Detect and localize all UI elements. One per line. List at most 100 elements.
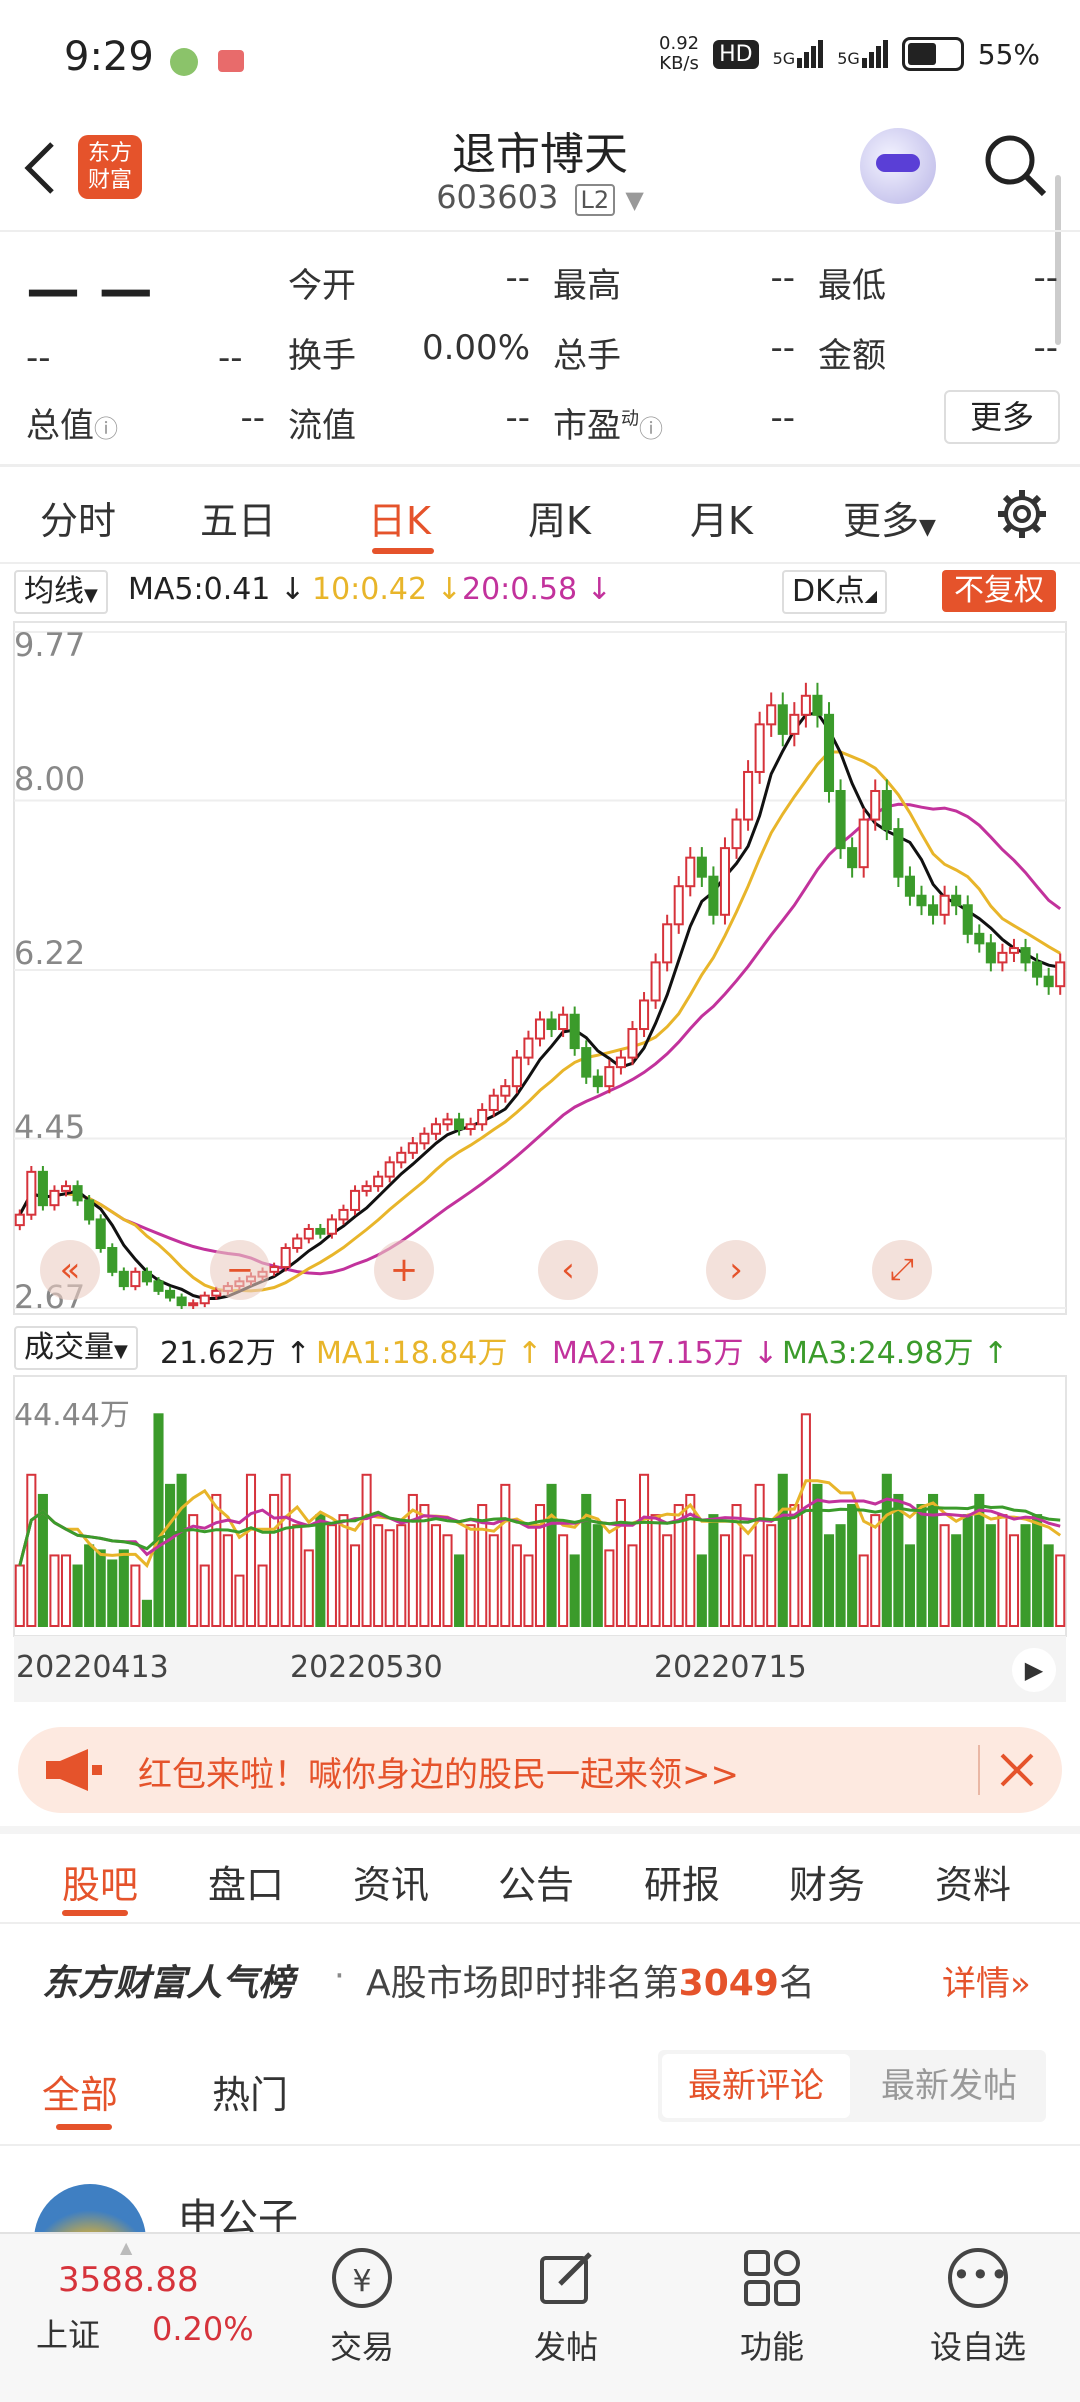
arrow-down-icon: ↓ <box>577 572 612 607</box>
volume-bar <box>349 1544 361 1627</box>
candle <box>546 1018 557 1031</box>
tab-monthly-k[interactable]: 月K <box>690 499 753 543</box>
tab-pankou[interactable]: 盘口 <box>208 1863 285 1907</box>
logo-line1: 东方 <box>87 141 132 166</box>
candle <box>407 1142 418 1154</box>
no-adjust-button[interactable]: 不复权 <box>942 570 1056 612</box>
tab-finance[interactable]: 财务 <box>789 1863 866 1907</box>
close-icon[interactable] <box>996 1749 1038 1791</box>
volume-bar <box>315 1514 326 1628</box>
tab-weekly-k[interactable]: 周K <box>528 499 591 543</box>
candle <box>523 1037 534 1059</box>
zoom-out-icon[interactable]: − <box>210 1240 270 1300</box>
volume-bar <box>1008 1534 1020 1627</box>
search-icon[interactable] <box>982 132 1050 200</box>
float-label: 流值 <box>288 406 356 446</box>
volume-indicator-select[interactable]: 成交量▼ <box>14 1326 138 1370</box>
candlestick-chart[interactable] <box>0 618 1080 1318</box>
candle <box>107 1247 118 1273</box>
candle <box>488 1094 499 1111</box>
double-chevron-right-icon: » <box>1010 1964 1031 2004</box>
candle <box>26 1170 37 1216</box>
nav-watchlist[interactable]: ••• 设自选 <box>908 2248 1048 2368</box>
volume-chart[interactable] <box>0 1372 1080 1712</box>
tab-announcement[interactable]: 公告 <box>498 1863 575 1907</box>
arrow-down-icon: ↓ <box>743 1336 779 1371</box>
volume-value: -- <box>770 328 795 368</box>
tab-daily-k[interactable]: 日K <box>368 499 431 543</box>
nav-post[interactable]: 发帖 <box>496 2248 636 2368</box>
turnover-value: 0.00% <box>421 328 530 368</box>
volume-bar <box>904 1544 915 1627</box>
tab-profile[interactable]: 资料 <box>935 1863 1012 1907</box>
tab-five-day[interactable]: 五日 <box>200 499 277 543</box>
turnover-label: 换手 <box>288 336 356 376</box>
feed-tab-indicator <box>56 2124 112 2130</box>
scroll-right-icon[interactable]: ▶ <box>1012 1648 1056 1692</box>
volume-bar <box>1032 1514 1043 1628</box>
pe-label[interactable]: 市盈动ⓘ <box>553 398 663 447</box>
caret-up-icon: ▲ <box>120 2238 133 2257</box>
nav-trade[interactable]: ¥ 交易 <box>292 2248 432 2368</box>
chevron-right-icon[interactable]: › <box>706 1240 766 1300</box>
zoom-in-icon[interactable]: + <box>374 1240 434 1300</box>
volume-bar <box>985 1524 996 1628</box>
volume-bar <box>257 1564 268 1627</box>
promo-banner[interactable]: 红包来啦！喊你身边的股民一起来领>> <box>18 1727 1062 1813</box>
candle <box>315 1227 326 1235</box>
candle <box>962 904 973 935</box>
tab-news[interactable]: 资讯 <box>353 1863 430 1907</box>
volume-bar <box>49 1554 60 1627</box>
gear-icon[interactable] <box>996 488 1048 540</box>
tab-more[interactable]: 更多▼ <box>843 490 936 545</box>
ma1-legend: MA1:18.84万 ↑ <box>316 1328 542 1372</box>
net-speed-value: 0.92 <box>659 33 700 54</box>
fullscreen-icon[interactable]: ⤢ <box>872 1240 932 1300</box>
mcap-label[interactable]: 总值ⓘ <box>26 398 118 447</box>
volume-bar <box>176 1473 187 1627</box>
ma3-legend: MA3:24.98万 ↑ <box>782 1328 1008 1372</box>
candle <box>500 1085 511 1097</box>
back-arrow-icon[interactable] <box>22 140 58 196</box>
candle <box>985 942 996 964</box>
candle <box>997 951 1008 964</box>
candle <box>743 770 754 821</box>
index-value[interactable]: 3588.88 <box>58 2260 199 2300</box>
volume-bar <box>789 1504 800 1628</box>
rewind-icon[interactable]: « <box>40 1240 100 1300</box>
nav-function[interactable]: 功能 <box>702 2248 842 2368</box>
volume-bar <box>245 1473 257 1627</box>
candle <box>465 1123 476 1131</box>
index-name[interactable]: 上证 <box>36 2316 101 2354</box>
volume-bar <box>708 1514 719 1628</box>
x-tick-label: 20220715 <box>654 1650 807 1685</box>
candle <box>974 932 985 945</box>
candle <box>881 790 892 831</box>
chevron-left-icon[interactable]: ‹ <box>538 1240 598 1300</box>
ma-select[interactable]: 均线▼ <box>14 570 108 614</box>
promo-text: 红包来啦！喊你身边的股民一起来领>> <box>138 1755 739 1795</box>
sort-latest-post[interactable]: 最新发帖 <box>881 2066 1017 2106</box>
chart-frame <box>13 621 1067 1315</box>
stock-code-row[interactable]: 603603 L2 ▼ <box>0 178 1080 216</box>
scrollbar[interactable] <box>1055 175 1061 345</box>
candle <box>627 1028 638 1059</box>
candle <box>130 1270 141 1288</box>
candle <box>673 885 684 926</box>
robot-avatar-icon[interactable] <box>860 128 936 204</box>
volume-bar <box>373 1524 384 1628</box>
feed-tab-all[interactable]: 全部 <box>42 2073 119 2117</box>
volume-bar <box>800 1413 811 1627</box>
tab-intraday[interactable]: 分时 <box>40 499 117 543</box>
rank-detail-link[interactable]: 详情» <box>942 1956 1031 2005</box>
volume-bar <box>338 1514 349 1628</box>
index-change[interactable]: 0.20% <box>152 2310 254 2348</box>
more-quote-button[interactable]: 更多 <box>944 390 1060 444</box>
signal-icon-1: 5G <box>773 40 824 68</box>
sort-latest-comment[interactable]: 最新评论 <box>662 2054 850 2118</box>
corner-triangle-icon: ◢ <box>864 586 878 605</box>
tab-research[interactable]: 研报 <box>644 1863 721 1907</box>
feed-tab-hot[interactable]: 热门 <box>212 2073 289 2117</box>
tab-guba[interactable]: 股吧 <box>62 1863 139 1907</box>
dk-point-select[interactable]: DK点◢ <box>782 570 888 614</box>
